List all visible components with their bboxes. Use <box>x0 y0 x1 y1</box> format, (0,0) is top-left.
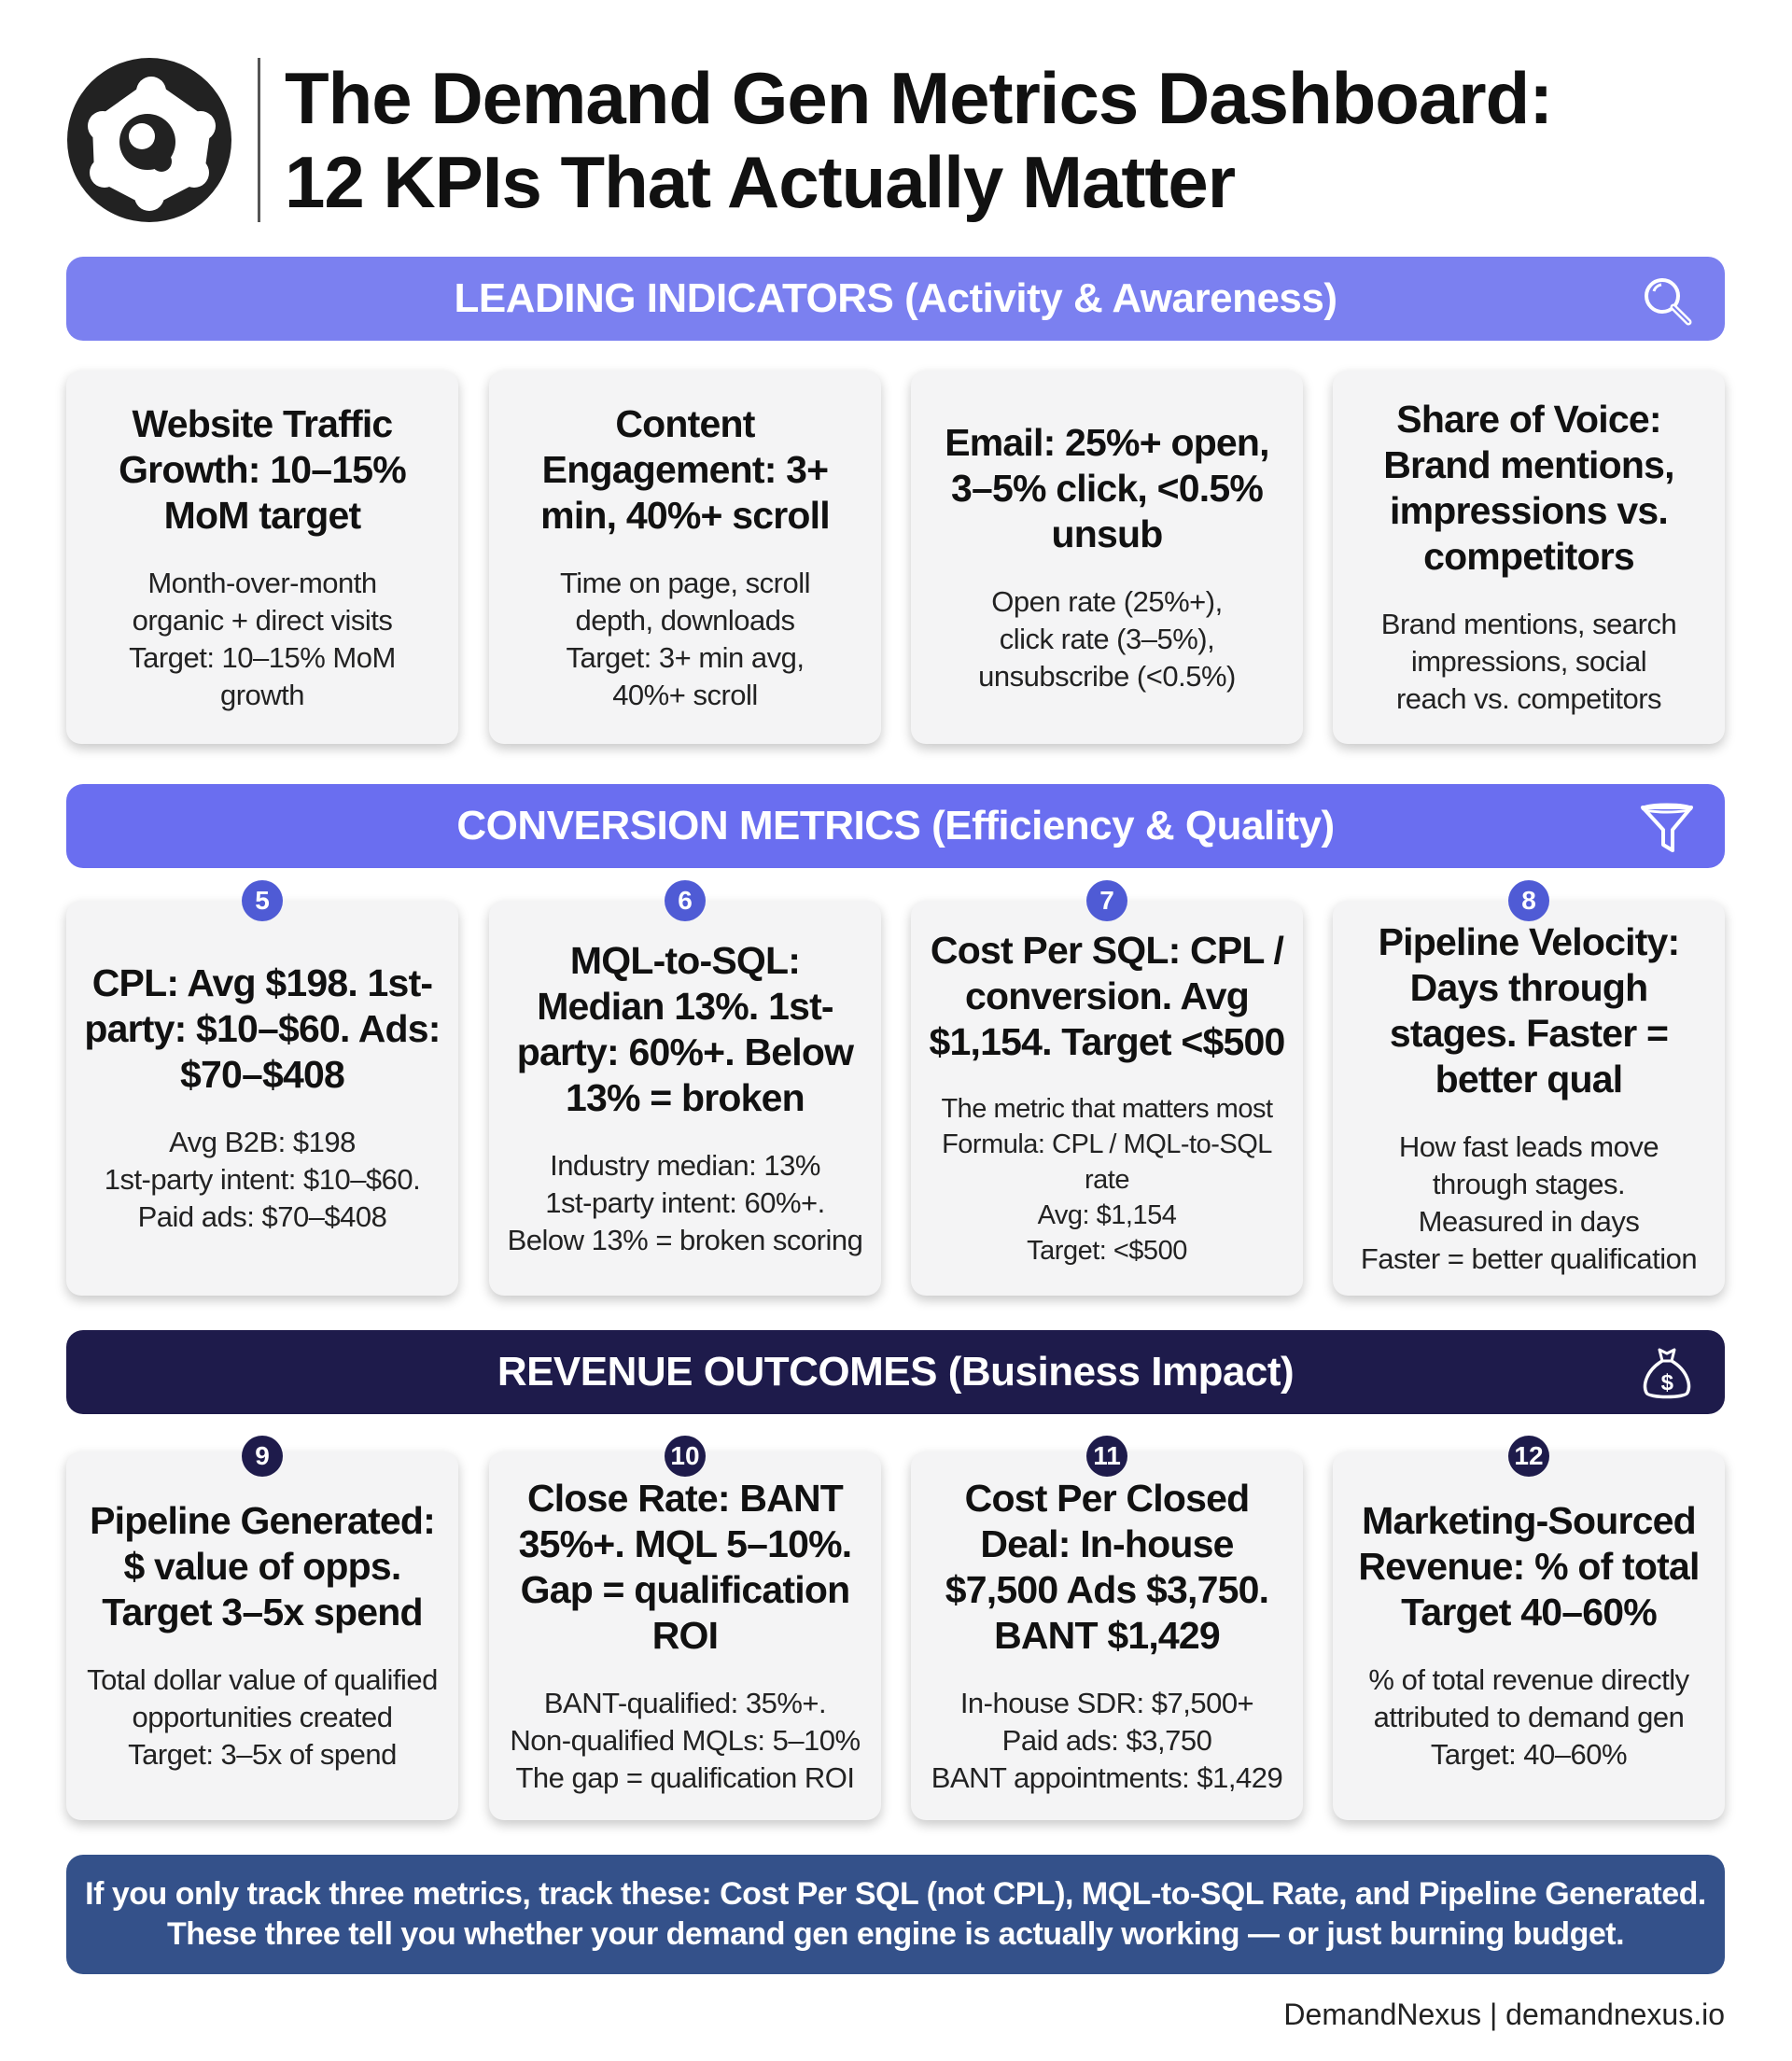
kpi-title: Cost Per SQL: CPL / conversion. Avg $1,1… <box>929 929 1286 1063</box>
kpi-card-9: Pipeline Generated: $ value of opps. Tar… <box>66 1451 458 1820</box>
page-title: The Demand Gen Metrics Dashboard: 12 KPI… <box>285 56 1553 224</box>
kpi-card-3: Email: 25%+ open, 3–5% click, <0.5% unsu… <box>911 371 1303 744</box>
kpi-card-12: Marketing-Sourced Revenue: % of total Ta… <box>1333 1451 1725 1820</box>
section-label: LEADING INDICATORS (Activity & Awareness… <box>454 275 1337 321</box>
kpi-title: Website Traffic Growth: 10–15% MoM targe… <box>119 401 407 537</box>
kpi-title: Content Engagement: 3+ min, 40%+ scroll <box>540 401 830 537</box>
section-label: CONVERSION METRICS (Efficiency & Quality… <box>456 803 1335 848</box>
kpi-desc: Total dollar value of qualified opportuni… <box>87 1663 438 1771</box>
kpi-card-4: Share of Voice: Brand mentions, impressi… <box>1333 371 1725 744</box>
kpi-title: CPL: Avg $198. 1st-party: $10–$60. Ads: … <box>84 961 441 1096</box>
title-line-1: The Demand Gen Metrics Dashboard: <box>285 57 1553 139</box>
kpi-desc: The metric that matters most Formula: CPL… <box>941 1094 1273 1266</box>
kpi-number-badge: 10 <box>665 1436 706 1477</box>
kpi-title: MQL-to-SQL: Median 13%. 1st-party: 60%+.… <box>516 938 854 1119</box>
money-bag-icon: $ <box>1643 1348 1691 1399</box>
summary-line-1: If you only track three metrics, track t… <box>85 1876 1706 1912</box>
summary-banner: If you only track three metrics, track t… <box>66 1855 1725 1974</box>
kpi-title: Close Rate: BANT 35%+. MQL 5–10%. Gap = … <box>518 1476 853 1657</box>
kpi-title: Pipeline Generated: $ value of opps. Tar… <box>90 1499 436 1633</box>
kpi-number-badge: 7 <box>1086 880 1127 921</box>
kpi-desc: In-house SDR: $7,500+ Paid ads: $3,750 BAN… <box>931 1686 1283 1794</box>
kpi-number-badge: 11 <box>1086 1436 1127 1477</box>
kpi-card-8: Pipeline Velocity: Days through stages. … <box>1333 901 1725 1296</box>
kpi-desc: Time on page, scroll depth, downloads Targ… <box>560 566 810 711</box>
kpi-title: Email: 25%+ open, 3–5% click, <0.5% unsu… <box>945 420 1269 555</box>
kpi-desc: Avg B2B: $198 1st-party intent: $10–$60. P… <box>104 1126 421 1233</box>
kpi-desc: BANT-qualified: 35%+. Non-qualified MQLs:… <box>510 1686 861 1794</box>
funnel-icon <box>1641 803 1693 852</box>
kpi-card-1: Website Traffic Growth: 10–15% MoM targe… <box>66 371 458 744</box>
kpi-number-badge: 12 <box>1508 1436 1549 1477</box>
kpi-card-10: Close Rate: BANT 35%+. MQL 5–10%. Gap = … <box>489 1451 881 1820</box>
kpi-card-5: CPL: Avg $198. 1st-party: $10–$60. Ads: … <box>66 901 458 1296</box>
svg-text:$: $ <box>1661 1370 1674 1395</box>
kpi-desc: Brand mentions, search impressions, socia… <box>1380 608 1677 715</box>
title-divider <box>258 58 260 222</box>
kpi-number-badge: 9 <box>242 1436 283 1477</box>
kpi-desc: Industry median: 13% 1st-party intent: 60… <box>507 1148 863 1256</box>
kpi-number-badge: 8 <box>1508 880 1549 921</box>
section-banner-revenue: REVENUE OUTCOMES (Business Impact) $ <box>66 1330 1725 1414</box>
kpi-desc: Month-over-month organic + direct visits T… <box>129 566 396 711</box>
title-line-2: 12 KPIs That Actually Matter <box>285 141 1236 223</box>
kpi-card-6: MQL-to-SQL: Median 13%. 1st-party: 60%+.… <box>489 901 881 1296</box>
kpi-card-7: Cost Per SQL: CPL / conversion. Avg $1,1… <box>911 901 1303 1296</box>
summary-line-2: These three tell you whether your demand… <box>166 1916 1625 1952</box>
kpi-number-badge: 6 <box>665 880 706 921</box>
kpi-desc: Open rate (25%+), click rate (3–5%), unsub… <box>978 584 1236 693</box>
kpi-title: Pipeline Velocity: Days through stages. … <box>1378 919 1681 1101</box>
kpi-card-11: Cost Per Closed Deal: In-house $7,500 Ad… <box>911 1451 1303 1820</box>
kpi-card-2: Content Engagement: 3+ min, 40%+ scroll T… <box>489 371 881 744</box>
kpi-title: Marketing-Sourced Revenue: % of total Ta… <box>1358 1499 1700 1633</box>
magnifier-icon <box>1645 278 1692 326</box>
kpi-desc: % of total revenue directly attributed to… <box>1368 1663 1689 1771</box>
kpi-number-badge: 5 <box>242 880 283 921</box>
section-label: REVENUE OUTCOMES (Business Impact) <box>497 1349 1295 1395</box>
logo-icon <box>67 58 231 222</box>
kpi-desc: How fast leads move through stages. Measur… <box>1360 1129 1698 1275</box>
section-banner-conversion: CONVERSION METRICS (Efficiency & Quality… <box>66 784 1725 868</box>
section-banner-leading: LEADING INDICATORS (Activity & Awareness… <box>66 257 1725 341</box>
brand-credit: DemandNexus | demandnexus.io <box>1283 1998 1725 2031</box>
kpi-title: Share of Voice: Brand mentions, impressi… <box>1383 398 1674 578</box>
kpi-title: Cost Per Closed Deal: In-house $7,500 Ad… <box>945 1476 1269 1657</box>
